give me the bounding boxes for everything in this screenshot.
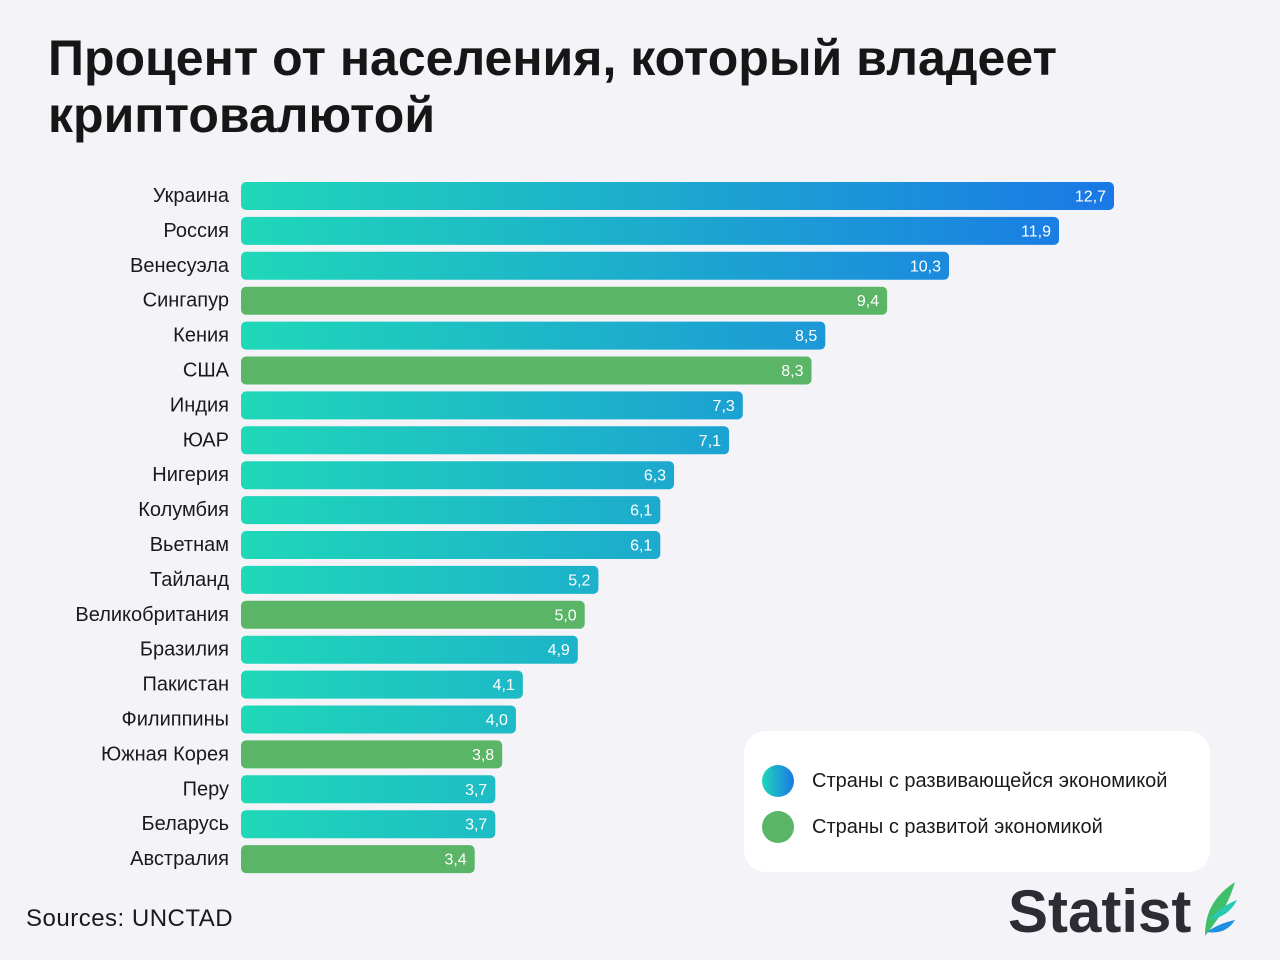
legend-item-developed: Страны с развитой экономикой [762, 811, 1103, 843]
bar-18 [241, 775, 496, 804]
value-label: 4,1 [493, 677, 515, 694]
value-label: 4,9 [548, 642, 570, 659]
bar-13 [241, 600, 585, 629]
bar-9 [241, 461, 675, 490]
category-label: Беларусь [142, 813, 229, 835]
bar-17 [241, 740, 503, 769]
category-label: Вьетнам [150, 534, 229, 556]
legend-label-developing: Страны с развивающейся экономикой [812, 769, 1168, 792]
bar-2 [241, 216, 1060, 245]
bar-16 [241, 705, 516, 734]
brand-name: Statist [1008, 878, 1192, 945]
bar-1 [241, 182, 1114, 210]
category-label: Индия [170, 394, 229, 416]
value-label: 11,9 [1021, 223, 1051, 240]
legend-swatch-developing [762, 765, 794, 797]
bar-4 [241, 286, 888, 315]
value-label: 12,7 [1075, 189, 1106, 206]
value-label: 7,1 [699, 433, 721, 450]
category-label: Сингапур [143, 290, 229, 312]
category-label: Кения [173, 325, 229, 347]
brand-logo: Statist [1008, 876, 1239, 944]
value-label: 6,3 [644, 468, 666, 485]
category-label: Нигерия [152, 464, 229, 486]
bars-group: Украина 12,7 Россия 11,9 Венесуэла 10,3 Сингап… [75, 182, 1114, 874]
category-label: Венесуэла [130, 255, 230, 277]
legend-label-developed: Страны с развитой экономикой [812, 815, 1103, 838]
value-label: 7,3 [713, 398, 735, 415]
category-label: Россия [163, 220, 229, 242]
chart-title: Процент от населения, который владеет кр… [48, 30, 1057, 143]
bar-5 [241, 321, 826, 350]
value-label: 4,0 [486, 712, 508, 729]
bar-11 [241, 531, 661, 559]
bar-20 [241, 845, 475, 874]
bar-chart: Украина 12,7 Россия 11,9 Венесуэла 10,3 Сингап… [75, 182, 1114, 874]
category-label: Украина [153, 185, 230, 207]
category-label: Тайланд [150, 569, 229, 591]
category-label: Филиппины [122, 709, 229, 731]
source-note: Sources: UNCTAD [26, 905, 234, 932]
bar-15 [241, 670, 523, 699]
value-label: 10,3 [910, 258, 941, 275]
bar-8 [241, 426, 730, 455]
value-label: 6,1 [630, 503, 652, 520]
value-label: 8,5 [795, 328, 817, 345]
category-label: Пакистан [142, 674, 229, 696]
value-label: 5,2 [568, 572, 590, 589]
legend-item-developing: Страны с развивающейся экономикой [762, 765, 1167, 797]
value-label: 8,3 [781, 363, 803, 380]
legend-swatch-developed [762, 811, 794, 843]
value-label: 3,7 [465, 782, 487, 799]
category-label: Перу [183, 778, 229, 800]
value-label: 6,1 [630, 538, 652, 555]
value-label: 5,0 [554, 607, 576, 624]
category-label: США [183, 360, 230, 382]
bar-3 [241, 251, 950, 280]
legend: Страны с развивающейся экономикой Страны… [744, 731, 1210, 872]
value-label: 3,8 [472, 747, 494, 764]
category-label: Южная Корея [101, 743, 229, 765]
category-label: Великобритания [75, 604, 229, 626]
value-label: 3,4 [444, 852, 466, 869]
leaf-logo-icon [1205, 882, 1238, 936]
bar-19 [241, 810, 496, 839]
category-label: Бразилия [140, 639, 229, 661]
value-label: 3,7 [465, 817, 487, 834]
bar-10 [241, 496, 661, 525]
bar-6 [241, 356, 812, 385]
bar-12 [241, 565, 599, 594]
value-label: 9,4 [857, 293, 879, 310]
category-label: Австралия [130, 848, 229, 870]
bar-14 [241, 635, 578, 664]
bar-7 [241, 391, 743, 420]
category-label: ЮАР [183, 429, 229, 451]
category-label: Колумбия [138, 499, 229, 521]
